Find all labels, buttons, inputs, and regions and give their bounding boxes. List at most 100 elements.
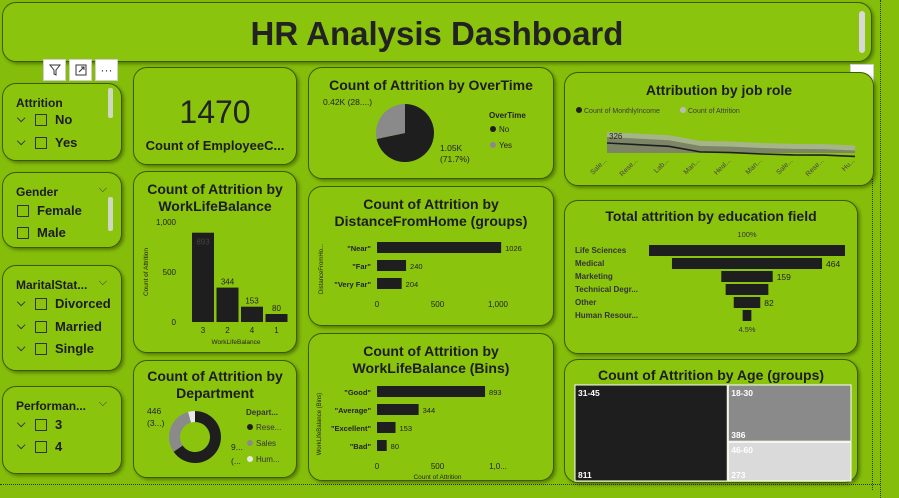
data-label: 159: [777, 272, 791, 282]
attrition-slicer: Attrition ⌵ No ⌵ Yes: [2, 83, 122, 161]
slicer-item-4[interactable]: ⌵ 4: [17, 439, 63, 454]
data-label: 82: [764, 298, 774, 308]
chevron-down-icon[interactable]: ⌵: [98, 397, 107, 409]
checkbox[interactable]: [35, 297, 47, 310]
legend-label: Sales: [256, 439, 276, 448]
employee-count-card[interactable]: 1470 Count of EmployeeC...: [133, 67, 297, 165]
y-tick-label: Human Resour...: [575, 311, 638, 320]
checkbox[interactable]: [17, 204, 29, 217]
education-plot: 100% Life Sciences Medical 464 Marketing 159 T…: [575, 230, 845, 334]
job-role-area-chart[interactable]: Attribution by job role 326 Count of Mont…: [564, 72, 874, 186]
y-axis-label: Count of Attrition: [143, 248, 150, 296]
slicer-scrollbar[interactable]: [108, 197, 113, 231]
data-label: 344: [423, 406, 436, 415]
checkbox[interactable]: [35, 136, 47, 149]
legend-marker: [490, 126, 496, 132]
checkbox[interactable]: [35, 113, 47, 126]
slicer-item-female[interactable]: Female: [17, 203, 82, 218]
chevron-down-icon[interactable]: ⌵: [17, 136, 26, 148]
legend-title: OverTime: [489, 111, 526, 120]
data-label: 100%: [737, 230, 757, 239]
legend-label: Yes: [499, 141, 512, 150]
slicer-title: Performan...: [16, 399, 87, 413]
chevron-down-icon[interactable]: ⌵: [98, 183, 107, 195]
category-label: 46-60: [731, 445, 753, 455]
wlb-column-chart[interactable]: Count of Attrition by WorkLifeBalance 1,…: [133, 171, 297, 353]
series-line: [606, 142, 856, 158]
y-tick-label: "Good": [344, 388, 371, 397]
job-role-plot: 326 Count of MonthlyIncome Count of Attrit…: [576, 107, 856, 178]
funnel-bar: [742, 310, 752, 321]
overtime-pie-chart[interactable]: Count of Attrition by OverTime 0.42K (28…: [308, 67, 554, 179]
wlb-plot: 1,000 500 0 Count of Attrition 893 3 344 2 153 4 8…: [143, 218, 288, 346]
y-tick-label: "Very Far": [334, 280, 371, 289]
funnel-bar: [649, 245, 845, 256]
wlb-bins-bar-chart[interactable]: Count of Attrition by WorkLifeBalance (B…: [308, 333, 554, 481]
slicer-scrollbar[interactable]: [108, 88, 113, 118]
bar: [216, 287, 239, 322]
data-label: 153: [245, 297, 259, 306]
slicer-item-3[interactable]: ⌵ 3: [17, 417, 63, 432]
slicer-item-divorced[interactable]: ⌵ Divorced: [17, 296, 111, 311]
chevron-down-icon[interactable]: ⌵: [17, 297, 26, 309]
education-funnel-chart[interactable]: Total attrition by education field 100% L…: [564, 200, 858, 354]
y-tick-label: Technical Degr...: [575, 285, 638, 294]
funnel-bar: [721, 271, 773, 282]
checkbox[interactable]: [17, 226, 29, 239]
focus-mode-icon[interactable]: [69, 59, 92, 81]
checkbox[interactable]: [35, 342, 47, 355]
data-label: 386: [731, 430, 745, 440]
more-options-button[interactable]: ···: [95, 59, 118, 81]
bar: [377, 242, 502, 253]
legend-title: Depart...: [246, 408, 278, 417]
checkbox[interactable]: [35, 320, 47, 333]
age-treemap-chart[interactable]: Count of Attrition by Age (groups) 31-45…: [564, 359, 858, 483]
bar: [377, 422, 396, 433]
x-tick-label: Heal...: [713, 157, 732, 176]
chevron-down-icon[interactable]: ⌵: [17, 342, 26, 354]
checkbox[interactable]: [35, 418, 47, 431]
legend-marker: [490, 142, 496, 148]
legend-marker: [576, 107, 582, 113]
slicer-item-married[interactable]: ⌵ Married: [17, 319, 102, 334]
data-label: 1026: [505, 244, 522, 253]
y-tick-label: Marketing: [575, 272, 613, 281]
kpi-value: 1470: [179, 94, 251, 130]
filter-icon[interactable]: [43, 59, 66, 81]
area-series: [607, 137, 855, 153]
slicer-item-single[interactable]: ⌵ Single: [17, 341, 95, 356]
chevron-down-icon[interactable]: ⌵: [17, 418, 26, 430]
legend-label: No: [499, 125, 510, 134]
chevron-down-icon[interactable]: ⌵: [17, 440, 26, 452]
data-label: 9...: [231, 442, 243, 452]
slicer-item-no[interactable]: ⌵ No: [17, 112, 73, 127]
funnel-bar: [733, 297, 761, 308]
chevron-down-icon[interactable]: ⌵: [17, 113, 26, 125]
slicer-item-male[interactable]: Male: [17, 225, 66, 240]
chart-title: Total attrition by education field: [605, 208, 817, 224]
data-label: 893: [196, 238, 210, 247]
funnel-bar: [671, 258, 823, 269]
data-label: 273: [731, 470, 745, 480]
checkbox[interactable]: [35, 440, 47, 453]
selection-border: [872, 70, 873, 490]
distance-bar-chart[interactable]: Count of Attrition by DistanceFromHome (…: [308, 186, 554, 326]
chevron-down-icon[interactable]: ⌵: [17, 320, 26, 332]
department-donut-chart[interactable]: Count of Attrition by Department 446 (3..…: [133, 360, 297, 478]
data-label: (71.7%): [440, 154, 470, 164]
x-tick-label: Sale...: [589, 157, 608, 176]
x-tick-label: 0: [375, 462, 380, 471]
bar: [377, 260, 407, 271]
y-tick-label: Life Sciences: [575, 246, 627, 255]
y-tick-label: "Near": [347, 244, 371, 253]
x-tick-label: 1,0...: [489, 462, 507, 471]
slicer-item-yes[interactable]: ⌵ Yes: [17, 135, 78, 150]
chevron-down-icon[interactable]: ⌵: [98, 276, 107, 288]
chart-title: Count of Attrition by: [363, 196, 499, 212]
x-tick-label: Rese...: [619, 157, 640, 178]
visual-header-toolbar: ···: [43, 59, 118, 81]
data-label: 446: [147, 406, 161, 416]
scrollbar-thumb[interactable]: [859, 11, 865, 53]
treemap-cell: [727, 441, 852, 482]
x-tick-label: Man...: [683, 157, 702, 176]
